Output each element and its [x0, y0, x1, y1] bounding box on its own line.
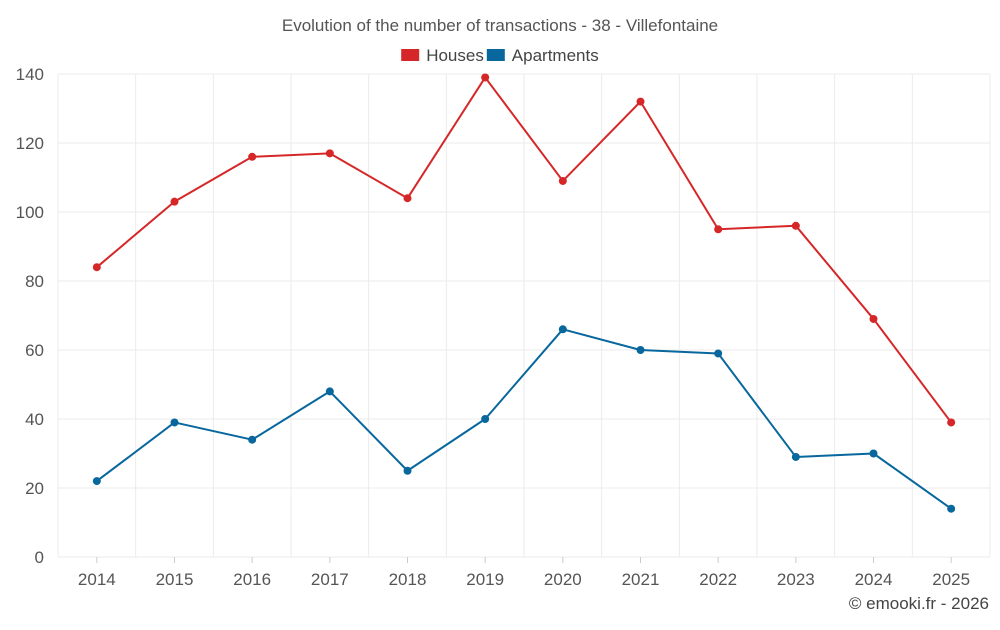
legend-label-houses[interactable]: Houses — [426, 46, 484, 65]
x-tick-label: 2021 — [622, 570, 660, 589]
legend-swatch-apartments — [486, 49, 505, 61]
x-tick-label: 2015 — [156, 570, 194, 589]
data-point-houses[interactable] — [325, 149, 334, 158]
x-tick-label: 2017 — [311, 570, 349, 589]
chart-title: Evolution of the number of transactions … — [282, 16, 718, 35]
data-point-houses[interactable] — [947, 418, 956, 427]
data-point-houses[interactable] — [170, 197, 179, 206]
data-point-houses[interactable] — [403, 194, 412, 203]
data-point-apartments[interactable] — [636, 346, 645, 354]
legend: Houses Apartments — [401, 46, 599, 65]
data-point-houses[interactable] — [92, 263, 101, 272]
data-point-houses[interactable] — [714, 225, 723, 234]
series-layer — [92, 73, 956, 513]
data-point-houses[interactable] — [248, 152, 257, 161]
y-tick-label: 40 — [25, 410, 44, 429]
x-tick-label: 2016 — [233, 570, 271, 589]
y-tick-label: 100 — [16, 203, 44, 222]
data-point-apartments[interactable] — [481, 415, 490, 423]
data-point-houses[interactable] — [791, 221, 800, 230]
data-point-houses[interactable] — [869, 314, 878, 323]
data-point-apartments[interactable] — [791, 452, 800, 461]
grid — [57, 73, 991, 558]
x-tick-label: 2018 — [389, 570, 427, 589]
y-tick-label: 120 — [16, 134, 44, 153]
x-tick-label: 2022 — [699, 570, 737, 589]
credit-text: © emooki.fr - 2026 — [849, 594, 989, 613]
x-tick-label: 2019 — [466, 570, 504, 589]
data-point-houses[interactable] — [481, 73, 490, 82]
series-line-apartments — [96, 328, 952, 510]
x-tick-label: 2024 — [855, 570, 893, 589]
data-point-apartments[interactable] — [403, 466, 412, 475]
series-line-houses — [96, 76, 952, 424]
x-tick-label: 2014 — [78, 570, 116, 589]
y-tick-label: 60 — [25, 341, 44, 360]
data-point-houses[interactable] — [636, 97, 645, 106]
x-tick-label: 2023 — [777, 570, 815, 589]
data-point-apartments[interactable] — [558, 325, 567, 334]
y-tick-label: 0 — [35, 548, 44, 567]
data-point-apartments[interactable] — [869, 449, 878, 458]
x-tick-label: 2020 — [544, 570, 582, 589]
data-point-apartments[interactable] — [170, 418, 179, 427]
data-point-apartments[interactable] — [325, 387, 334, 396]
y-tick-label: 80 — [25, 272, 44, 291]
data-point-apartments[interactable] — [714, 349, 723, 358]
y-axis-ticks: 0 20 40 60 80 100 120 140 — [16, 65, 44, 567]
data-point-houses[interactable] — [558, 176, 567, 185]
y-tick-label: 140 — [16, 65, 44, 84]
data-point-apartments[interactable] — [92, 477, 101, 486]
data-point-apartments[interactable] — [248, 435, 257, 444]
x-tick-label: 2025 — [932, 570, 970, 589]
legend-swatch-houses — [401, 49, 420, 61]
y-tick-label: 20 — [25, 479, 44, 498]
data-point-apartments[interactable] — [947, 504, 956, 513]
legend-label-apartments[interactable]: Apartments — [512, 46, 599, 65]
x-axis-ticks: 2014 2015 2016 2017 2018 2019 2020 2021 2022 2023… — [78, 557, 970, 589]
